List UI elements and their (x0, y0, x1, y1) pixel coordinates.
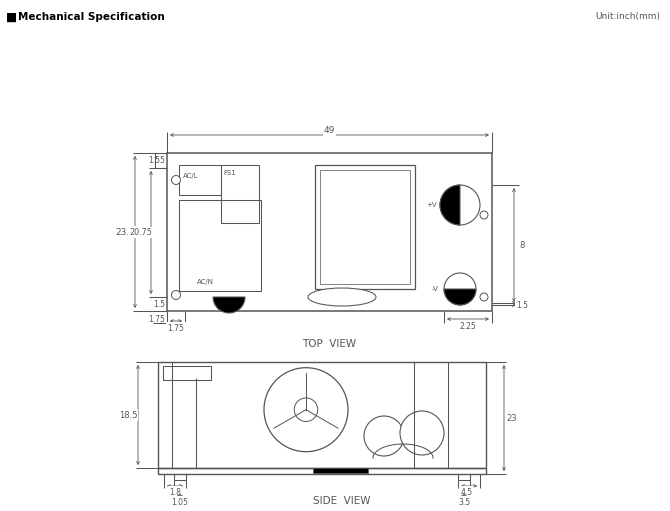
Text: 3.5: 3.5 (458, 498, 470, 506)
Text: 49: 49 (324, 126, 335, 134)
Text: 1.5: 1.5 (516, 300, 528, 310)
Text: 1.8: 1.8 (169, 487, 181, 497)
Text: 1.5: 1.5 (153, 299, 165, 309)
Bar (167, 153, 492, 311)
Text: 8: 8 (519, 241, 525, 249)
Text: 1.75: 1.75 (148, 314, 165, 323)
Bar (179, 165, 221, 195)
Text: FS1: FS1 (223, 170, 236, 176)
Text: Mechanical Specification: Mechanical Specification (18, 12, 165, 22)
Circle shape (172, 290, 180, 299)
Text: 23.8: 23.8 (115, 227, 135, 237)
Bar (315, 165, 415, 289)
Circle shape (440, 185, 480, 225)
Text: AC/N: AC/N (197, 279, 214, 285)
Circle shape (294, 398, 318, 422)
Bar (313, 468, 368, 473)
Text: 1.55: 1.55 (148, 155, 165, 165)
Text: Unit:inch(mm): Unit:inch(mm) (595, 12, 660, 21)
Text: TOP  VIEW: TOP VIEW (302, 339, 356, 349)
Bar (158, 468, 486, 474)
Circle shape (480, 211, 488, 219)
Circle shape (264, 368, 348, 452)
Text: 20.75: 20.75 (129, 228, 153, 237)
Text: 4.5: 4.5 (461, 487, 473, 497)
Circle shape (172, 175, 180, 184)
Bar (221, 165, 259, 223)
Bar (158, 362, 486, 468)
Ellipse shape (308, 288, 376, 306)
Circle shape (480, 293, 488, 301)
Text: -V: -V (432, 286, 439, 292)
Wedge shape (213, 297, 245, 313)
Text: 23: 23 (507, 413, 517, 423)
Text: +V: +V (426, 202, 437, 208)
Wedge shape (444, 289, 476, 305)
Bar (163, 366, 211, 380)
Wedge shape (440, 185, 460, 225)
Text: 1.05: 1.05 (172, 498, 188, 506)
Circle shape (400, 411, 444, 455)
Circle shape (444, 273, 476, 305)
Text: 18.5: 18.5 (119, 410, 137, 420)
Text: 2.25: 2.25 (460, 321, 476, 331)
Text: SIDE  VIEW: SIDE VIEW (314, 496, 371, 506)
Text: ■: ■ (6, 11, 17, 24)
Text: 1.75: 1.75 (168, 323, 184, 333)
Bar (179, 200, 261, 291)
Text: AC/L: AC/L (183, 173, 198, 179)
Bar (320, 170, 410, 284)
Circle shape (364, 416, 404, 456)
